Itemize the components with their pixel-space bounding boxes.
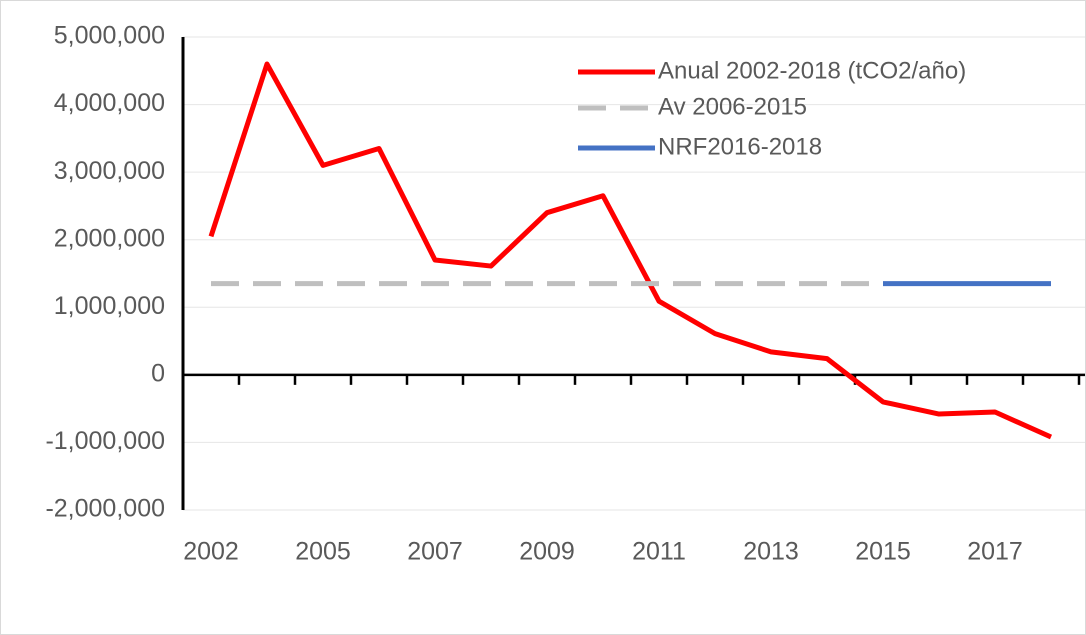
y-tick-label: -2,000,000 <box>45 495 165 523</box>
y-tick-label: 2,000,000 <box>54 224 165 252</box>
y-tick-label: 5,000,000 <box>54 22 165 50</box>
y-tick-label: -1,000,000 <box>45 427 165 455</box>
x-tick-label: 2005 <box>295 538 351 566</box>
y-tick-label: 4,000,000 <box>54 89 165 117</box>
x-tick-label: 2013 <box>743 538 799 566</box>
y-tick-label: 1,000,000 <box>54 292 165 320</box>
x-tick-label: 2015 <box>855 538 911 566</box>
y-tick-label: 0 <box>151 359 165 387</box>
x-tick-label: 2007 <box>407 538 463 566</box>
legend-label: Anual 2002-2018 (tCO2/año) <box>658 57 966 84</box>
x-tick-label: 2017 <box>967 538 1023 566</box>
y-tick-label: 3,000,000 <box>54 157 165 185</box>
legend-label: Av 2006-2015 <box>658 93 807 120</box>
x-tick-label: 2011 <box>632 538 686 566</box>
x-tick-label: 2009 <box>519 538 575 566</box>
x-tick-label: 2002 <box>183 538 239 566</box>
legend-label: NRF2016-2018 <box>658 133 822 160</box>
series-line <box>208 61 1053 440</box>
